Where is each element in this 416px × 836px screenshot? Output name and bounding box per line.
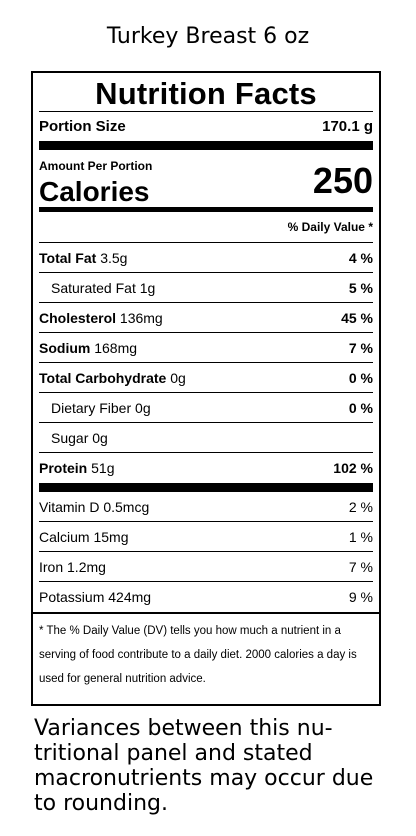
vitamin-dv: 2 % [348, 498, 373, 515]
divider [39, 111, 373, 112]
nutrition-facts-panel: Nutrition Facts Portion Size 170.1 g Amo… [31, 71, 381, 706]
vitamin-name: Vitamin D [39, 498, 100, 515]
nutrient-name: Sodium [39, 339, 91, 356]
thick-divider [39, 483, 373, 492]
vitamin-row-potassium: Potassium 424mg 9 % [39, 582, 373, 612]
vitamin-name: Potassium [39, 589, 105, 605]
vitamin-amount: 15mg [93, 528, 129, 545]
vitamin-amount: 0.5mcg [103, 498, 150, 515]
vitamin-dv: 7 % [348, 558, 373, 575]
nutrient-dv: 0 % [348, 369, 373, 386]
nutrient-row-saturated-fat: Saturated Fat 1g 5 % [39, 273, 373, 303]
vitamin-amount: 1.2mg [67, 558, 106, 575]
nutrient-amount: 51g [91, 460, 115, 476]
portion-size-value: 170.1 g [322, 118, 373, 135]
nutrient-amount: 0g [170, 369, 186, 386]
nutrient-name: Saturated Fat [51, 279, 136, 296]
nutrient-row-dietary-fiber: Dietary Fiber 0g 0 % [39, 393, 373, 423]
nutrient-dv: 45 % [341, 309, 373, 326]
nutrient-name: Dietary Fiber [51, 399, 132, 416]
vitamin-name: Calcium [39, 528, 90, 545]
nutrient-amount: 3.5g [100, 249, 128, 266]
nutrient-name: Sugar [51, 429, 89, 446]
daily-value-footnote: * The % Daily Value (DV) tells you how m… [39, 625, 357, 685]
footnote-divider [33, 612, 379, 614]
portion-size-label: Portion Size [39, 118, 126, 135]
nutrient-dv: 7 % [348, 339, 373, 356]
nutrient-row-total-carbohydrate: Total Carbohydrate 0g 0 % [39, 363, 373, 393]
nutrient-dv: 102 % [333, 460, 373, 476]
nutrient-name: Cholesterol [39, 309, 117, 326]
vitamin-name: Iron [39, 558, 64, 575]
nutrient-row-protein: Protein 51g 102 % [39, 453, 373, 483]
vitamin-amount: 424mg [108, 589, 152, 605]
divider [39, 242, 373, 243]
nutrient-amount: 1g [139, 279, 156, 296]
nutrient-name: Total Fat [39, 249, 97, 266]
nutrient-name: Total Carbohydrate [39, 369, 167, 386]
nutrient-row-sodium: Sodium 168mg 7 % [39, 333, 373, 363]
nutrient-dv: 4 % [348, 249, 373, 266]
nutrient-row-total-fat: Total Fat 3.5g 4 % [39, 243, 373, 273]
daily-value-header-label: % Daily Value * [287, 220, 373, 234]
nutrition-facts-heading: Nutrition Facts [95, 76, 317, 111]
medium-divider [39, 207, 373, 212]
thick-divider [39, 141, 373, 150]
amount-per-portion-label: Amount Per Portion [39, 159, 153, 173]
vitamin-dv: 1 % [348, 528, 373, 545]
nutrient-amount: 136mg [119, 309, 163, 326]
vitamin-row-iron: Iron 1.2mg 7 % [39, 552, 373, 582]
nutrient-row-sugar: Sugar 0g [39, 423, 373, 453]
rounding-note: Variances between this nu-tritional pane… [34, 716, 374, 816]
calories-value: 250 [312, 160, 373, 201]
calories-block: Amount Per Portion Calories 250 [39, 150, 373, 207]
nutrient-amount: 0g [135, 399, 151, 416]
vitamin-row-vitamin-d: Vitamin D 0.5mcg 2 % [39, 492, 373, 522]
vitamin-row-calcium: Calcium 15mg 1 % [39, 522, 373, 552]
portion-size-row: Portion Size 170.1 g [39, 112, 373, 141]
nutrient-name: Protein [39, 460, 88, 476]
nutrient-amount: 168mg [94, 339, 138, 356]
page-title: Turkey Breast 6 oz [106, 24, 310, 49]
nutrient-amount: 0g [92, 429, 108, 446]
vitamin-dv: 9 % [348, 589, 373, 605]
nutrient-dv: 0 % [348, 399, 373, 416]
nutrient-row-cholesterol: Cholesterol 136mg 45 % [39, 303, 373, 333]
calories-label: Calories [39, 176, 150, 207]
daily-value-header: % Daily Value * [39, 212, 373, 242]
nutrient-dv: 5 % [348, 279, 373, 296]
